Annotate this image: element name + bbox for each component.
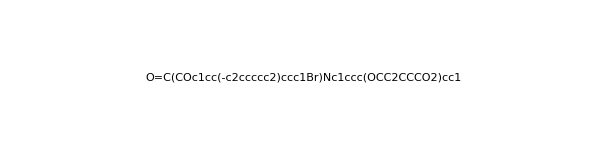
Text: O=C(COc1cc(-c2ccccc2)ccc1Br)Nc1ccc(OCC2CCCO2)cc1: O=C(COc1cc(-c2ccccc2)ccc1Br)Nc1ccc(OCC2C… [146,73,462,82]
